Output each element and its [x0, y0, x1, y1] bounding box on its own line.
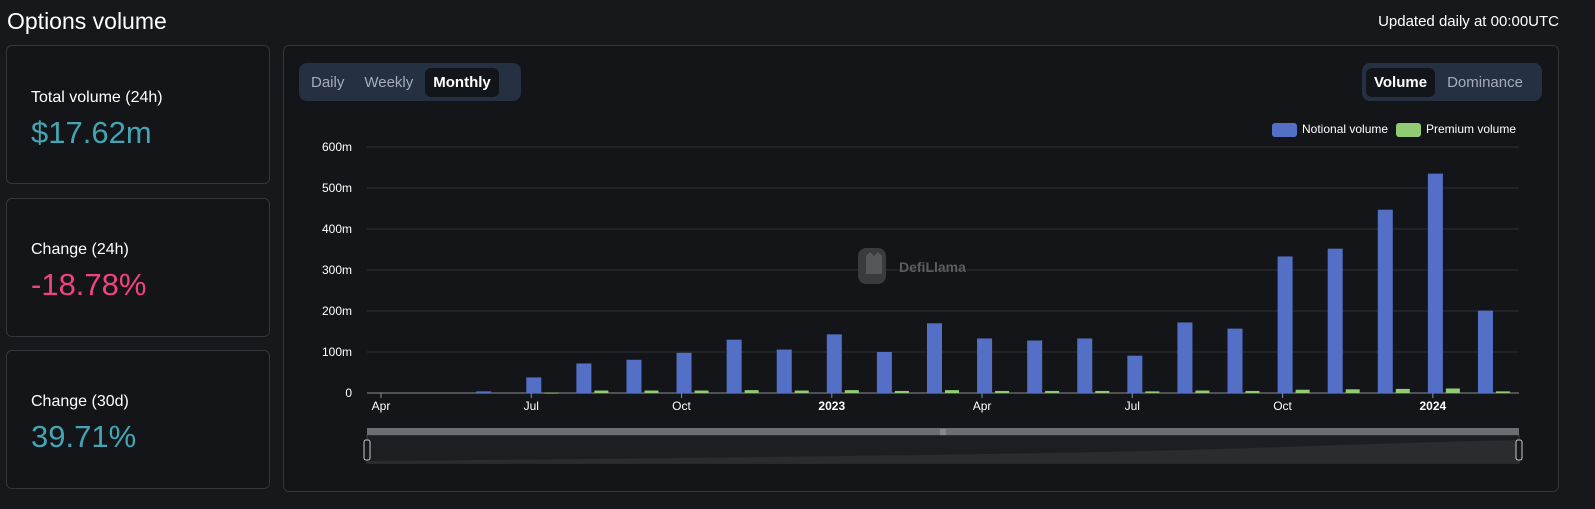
bar-premium-volume[interactable]: [694, 390, 709, 393]
watermark: DefiLlama: [858, 248, 966, 284]
bar-notional-volume[interactable]: [1277, 256, 1293, 393]
bar-notional-volume[interactable]: [1377, 209, 1393, 393]
bar-notional-volume[interactable]: [1227, 328, 1243, 393]
y-tick-label: 300m: [322, 263, 352, 277]
x-tick-label: 2024: [1419, 399, 1446, 413]
zoom-handle-right[interactable]: [1515, 439, 1523, 461]
y-tick-label: 500m: [322, 181, 352, 195]
legend-swatch-notional: [1272, 123, 1297, 137]
x-tick-label: Oct: [1273, 399, 1292, 413]
zoom-slider-bar[interactable]: [367, 428, 1519, 435]
bar-premium-volume[interactable]: [1345, 389, 1360, 393]
tab-monthly[interactable]: Monthly: [425, 67, 499, 97]
bar-notional-volume[interactable]: [476, 391, 492, 393]
stat-value: -18.78%: [31, 267, 147, 302]
x-tick-label: Oct: [672, 399, 691, 413]
x-tick-label: Apr: [973, 399, 992, 413]
y-axis: 0 100m 200m 300m 400m 500m 600m: [322, 140, 352, 400]
bar-premium-volume[interactable]: [1045, 390, 1060, 393]
x-tick-label: Jul: [1125, 399, 1140, 413]
stat-label: Change (30d): [31, 393, 129, 410]
bar-premium-volume[interactable]: [1095, 390, 1110, 393]
zoom-slider-preview: [367, 440, 1519, 463]
bars: [476, 173, 1510, 394]
bar-premium-volume[interactable]: [844, 390, 859, 393]
y-tick-label: 600m: [322, 140, 352, 154]
stat-card-change-24h: Change (24h) -18.78%: [6, 198, 270, 337]
bar-notional-volume[interactable]: [1477, 310, 1493, 393]
zoom-slider-grip-icon[interactable]: |||: [940, 429, 946, 436]
page-title: Options volume: [7, 8, 167, 34]
zoom-slider[interactable]: |||: [363, 428, 1523, 464]
llama-head-icon: [866, 252, 882, 274]
y-tick-label: 100m: [322, 345, 352, 359]
legend: Notional volume Premium volume: [1272, 122, 1516, 137]
y-tick-label: 0: [345, 386, 352, 400]
stat-label: Total volume (24h): [31, 89, 163, 106]
bar-notional-volume[interactable]: [1127, 355, 1143, 393]
bar-notional-volume[interactable]: [1077, 338, 1093, 393]
bar-notional-volume[interactable]: [876, 352, 892, 393]
grid-lines: [367, 146, 1519, 394]
bar-premium-volume[interactable]: [1395, 388, 1410, 393]
tab-daily[interactable]: Daily: [303, 68, 352, 97]
y-tick-label: 400m: [322, 222, 352, 236]
stat-value: $17.62m: [31, 115, 152, 150]
legend-swatch-premium: [1396, 123, 1421, 137]
bar-notional-volume[interactable]: [1027, 340, 1043, 393]
bar-notional-volume[interactable]: [977, 338, 993, 393]
tab-volume[interactable]: Volume: [1366, 67, 1436, 97]
bar-premium-volume[interactable]: [1145, 391, 1160, 393]
x-tick-label: 2023: [818, 399, 845, 413]
bar-notional-volume[interactable]: [676, 352, 692, 393]
bar-premium-volume[interactable]: [1195, 390, 1210, 393]
bar-notional-volume[interactable]: [927, 323, 942, 393]
bar-premium-volume[interactable]: [1445, 388, 1460, 393]
bar-premium-volume[interactable]: [1245, 390, 1260, 393]
x-axis: Apr Jul Oct 2023 Apr Jul Oct 2024: [372, 393, 1446, 413]
x-tick-label: Jul: [524, 399, 539, 413]
bar-premium-volume[interactable]: [995, 390, 1010, 393]
bar-premium-volume[interactable]: [794, 390, 809, 393]
bar-premium-volume[interactable]: [1295, 389, 1310, 393]
y-tick-label: 200m: [322, 304, 352, 318]
watermark-text: DefiLlama: [899, 259, 966, 275]
bar-notional-volume[interactable]: [776, 349, 792, 393]
x-tick-label: Apr: [372, 399, 391, 413]
updated-note: Updated daily at 00:00UTC: [1378, 13, 1559, 30]
bar-premium-volume[interactable]: [945, 390, 959, 393]
bar-notional-volume[interactable]: [826, 334, 842, 393]
zoom-handle-left[interactable]: [363, 439, 371, 461]
bar-notional-volume[interactable]: [576, 363, 592, 393]
legend-label-notional: Notional volume: [1302, 122, 1388, 136]
stat-label: Change (24h): [31, 241, 129, 258]
stat-card-change-30d: Change (30d) 39.71%: [6, 350, 270, 489]
bar-notional-volume[interactable]: [626, 359, 642, 393]
metric-toggle: Volume Dominance: [1362, 63, 1542, 101]
bar-notional-volume[interactable]: [1177, 322, 1193, 393]
bar-premium-volume[interactable]: [544, 392, 559, 394]
bar-notional-volume[interactable]: [726, 339, 742, 393]
legend-label-premium: Premium volume: [1426, 122, 1516, 136]
stat-card-total-volume: Total volume (24h) $17.62m: [6, 45, 270, 184]
bar-premium-volume[interactable]: [644, 390, 659, 393]
period-toggle: Daily Weekly Monthly: [299, 63, 521, 101]
bar-notional-volume[interactable]: [526, 377, 542, 393]
legend-item-notional[interactable]: Notional volume: [1272, 122, 1388, 137]
bar-notional-volume[interactable]: [1427, 173, 1443, 393]
bar-premium-volume[interactable]: [894, 390, 909, 393]
bar-premium-volume[interactable]: [744, 390, 759, 393]
bar-premium-volume[interactable]: [1495, 391, 1510, 393]
bar-notional-volume[interactable]: [1327, 248, 1343, 393]
tab-weekly[interactable]: Weekly: [356, 68, 421, 97]
legend-item-premium[interactable]: Premium volume: [1396, 122, 1516, 137]
chart-panel: Daily Weekly Monthly Volume Dominance: [283, 45, 1559, 492]
stat-value: 39.71%: [31, 419, 137, 454]
bar-premium-volume[interactable]: [594, 390, 609, 393]
tab-dominance[interactable]: Dominance: [1439, 68, 1531, 97]
